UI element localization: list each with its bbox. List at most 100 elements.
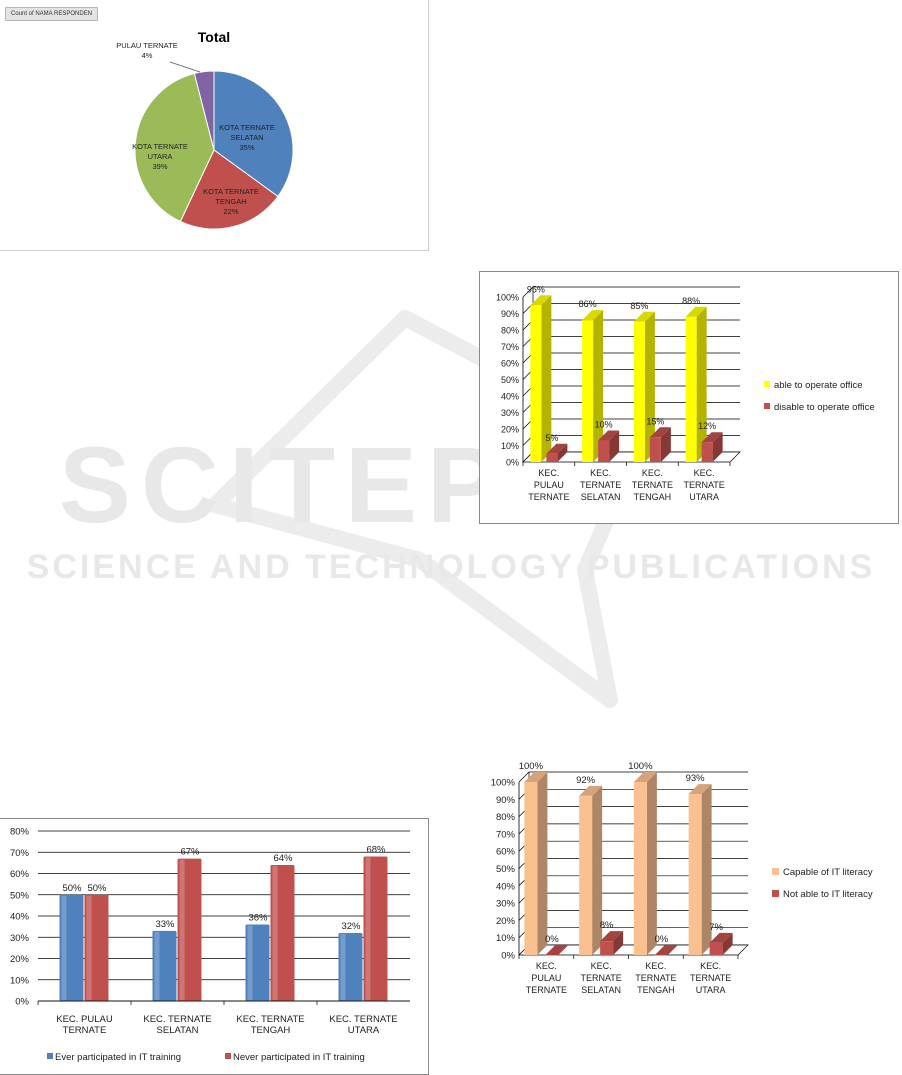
bar-0-top	[530, 295, 552, 306]
data-label: 36%	[248, 913, 268, 924]
x-category-label: PULAU	[534, 480, 564, 490]
x-category-label: KEC.	[642, 468, 663, 478]
it-training-chart: 0% 10% 20% 30% 40% 50% 60% 70% 80% 50% 50% KEC. PUL…	[10, 827, 410, 1063]
bar-1	[649, 427, 671, 462]
data-label: 85%	[630, 301, 648, 311]
it-literacy-chart: 0%10%20%30%40%50%60%70%80%90%100%100%0%K…	[491, 761, 873, 995]
data-label: 7%	[709, 922, 723, 933]
bar-0-front	[530, 305, 542, 462]
bar-highlight	[154, 931, 160, 1000]
legend-swatch	[764, 381, 770, 387]
bar-1-top	[600, 931, 624, 942]
x-category-label: PULAU	[531, 973, 561, 983]
bar-0-top	[633, 772, 657, 782]
bar-0-top	[582, 310, 604, 321]
bar-0	[633, 772, 657, 955]
legend-label: Never participated in IT training	[233, 1052, 365, 1063]
x-category-label: TERNATE	[580, 973, 621, 983]
bar-1-front	[709, 942, 723, 955]
pie-slice-label: 39%	[152, 162, 167, 171]
y-tick-label: 40%	[501, 392, 519, 402]
data-label: 100%	[519, 761, 544, 772]
bar-1-top	[649, 427, 671, 438]
x-category-label: TENGAH	[637, 985, 675, 995]
bar-1-front	[600, 941, 614, 955]
data-label: 50%	[62, 883, 82, 894]
y-tick-label: 50%	[501, 375, 519, 385]
data-label: 5%	[545, 433, 558, 443]
pie-slice-label: TENGAH	[215, 197, 246, 206]
bar-0-front	[633, 782, 647, 955]
x-category-label: TERNATE	[63, 1025, 107, 1036]
bar-0-front	[582, 320, 594, 462]
pie-title: Total	[198, 29, 230, 45]
x-category-label: KEC.	[694, 468, 715, 478]
x-category-label: SELATAN	[157, 1025, 199, 1036]
y-tick-label: 40%	[10, 912, 30, 923]
bar-0-top	[688, 784, 712, 795]
data-label: 8%	[600, 920, 614, 931]
y-tick-label: 0%	[506, 458, 519, 468]
bar-highlight	[272, 866, 278, 1000]
bar-0	[245, 924, 270, 1001]
x-category-label: KEC. TERNATE	[329, 1014, 397, 1025]
y-tick-label: 80%	[10, 827, 30, 838]
bar-1	[270, 865, 295, 1001]
y-tick-label: 50%	[10, 890, 30, 901]
pie-slice-label: SELATAN	[230, 133, 263, 142]
x-category-label: TERNATE	[683, 480, 724, 490]
x-category-label: KEC.	[590, 468, 611, 478]
bar-1-front	[545, 955, 559, 956]
x-category-label: SELATAN	[581, 492, 621, 502]
x-category-label: KEC.	[536, 961, 557, 971]
pivot-field-button[interactable]: Count of NAMA RESPONDEN	[5, 7, 99, 21]
bar-1-top	[546, 443, 568, 454]
bar-1-front	[701, 442, 713, 462]
x-category-label: TERNATE	[635, 973, 676, 983]
y-tick-label: 80%	[501, 326, 519, 336]
x-category-label: KEC.	[538, 468, 559, 478]
legend-label: able to operate office	[774, 380, 863, 391]
it-literacy-chart-panel: 0% 10% 20% 30% 40% 50% 60% 70% 80% 90% 100% 100% 0% K…	[472, 756, 899, 1014]
bar-0	[685, 306, 707, 462]
x-category-label: UTARA	[689, 492, 719, 502]
legend-swatch	[764, 403, 770, 409]
bar-highlight	[247, 925, 253, 1000]
bar-1-top	[701, 432, 723, 443]
bar-1-front	[546, 453, 558, 462]
y-tick-label: 100%	[491, 778, 516, 789]
bar-0-side	[593, 310, 604, 462]
data-label: 95%	[527, 284, 545, 294]
y-tick-label: 0%	[501, 951, 515, 962]
x-category-label: TERNATE	[690, 973, 731, 983]
bar-1-top	[654, 945, 678, 955]
bar-0-front	[579, 795, 593, 955]
bar-1-top	[709, 932, 733, 943]
x-category-label: TENGAH	[251, 1025, 291, 1036]
gridline-side	[518, 771, 530, 783]
y-tick-label: 0%	[15, 997, 29, 1008]
bar-1-front	[654, 955, 668, 956]
bar-highlight	[61, 895, 67, 1000]
data-label: 33%	[155, 919, 175, 930]
gridline-side	[522, 286, 534, 298]
bar-0-top	[633, 311, 655, 322]
legend-swatch	[225, 1053, 231, 1059]
office-skill-chart-panel: 0% 10% 20% 30% 40% 50% 60% 70% 80% 90% 100% 95% 5% KE…	[479, 271, 899, 524]
bar-0-side	[537, 772, 548, 955]
x-category-label: KEC. TERNATE	[236, 1014, 304, 1025]
y-tick-label: 20%	[501, 425, 519, 435]
bar-highlight	[365, 857, 371, 1000]
pie-slice-label: UTARA	[148, 152, 173, 161]
y-tick-label: 60%	[496, 847, 516, 858]
legend-swatch	[772, 868, 779, 875]
y-tick-label: 30%	[10, 933, 30, 944]
x-category-label: SELATAN	[581, 985, 621, 995]
data-label: 92%	[576, 775, 596, 786]
y-tick-label: 10%	[10, 975, 30, 986]
bar-1-side	[557, 443, 568, 462]
pie-slice	[134, 72, 215, 223]
y-tick-label: 60%	[501, 359, 519, 369]
legend-label: Ever participated in IT training	[55, 1052, 181, 1063]
